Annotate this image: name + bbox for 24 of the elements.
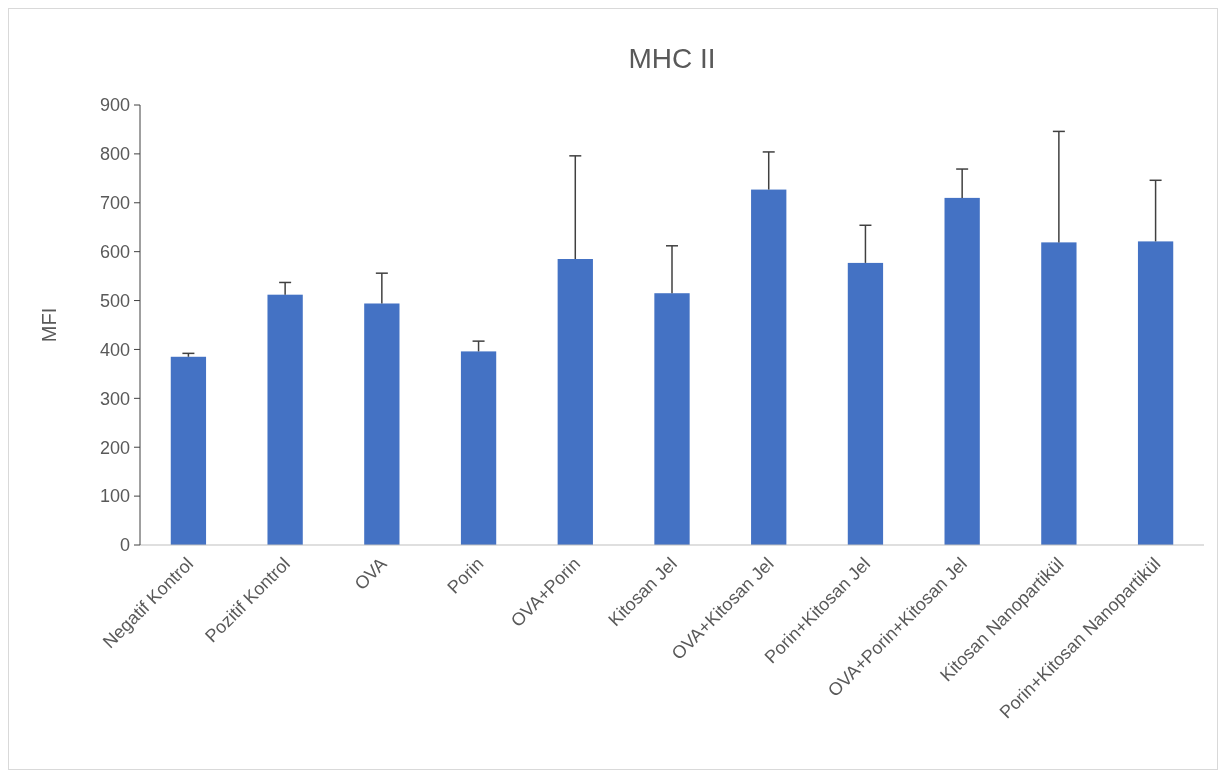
x-tick-label: OVA bbox=[350, 553, 391, 594]
y-tick-label: 100 bbox=[99, 486, 130, 507]
bar bbox=[1041, 242, 1077, 545]
y-tick-label: 200 bbox=[99, 437, 130, 458]
bar bbox=[170, 356, 207, 545]
bar bbox=[267, 294, 303, 545]
y-tick-label: 800 bbox=[99, 144, 130, 165]
y-tick-label: 400 bbox=[99, 339, 130, 360]
y-tick-label: 300 bbox=[99, 388, 130, 409]
y-tick-label: 500 bbox=[99, 290, 130, 311]
y-tick-label: 700 bbox=[99, 193, 130, 214]
bar bbox=[1137, 241, 1174, 545]
bar bbox=[944, 197, 980, 545]
y-tick-label: 600 bbox=[99, 241, 130, 262]
bar bbox=[364, 303, 400, 545]
bar bbox=[751, 189, 787, 545]
y-axis-title: MFI bbox=[38, 307, 60, 343]
bar bbox=[460, 351, 497, 545]
y-tick-label: 0 bbox=[119, 535, 130, 556]
bar bbox=[847, 262, 884, 545]
bar bbox=[654, 293, 690, 545]
chart-title: MHC II bbox=[628, 43, 716, 74]
y-tick-label: 900 bbox=[99, 95, 130, 116]
bar bbox=[557, 259, 593, 545]
